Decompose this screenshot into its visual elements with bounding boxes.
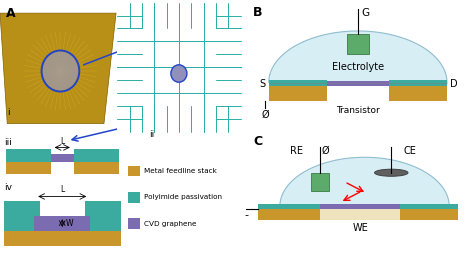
Bar <box>258 204 320 209</box>
Bar <box>91 216 121 231</box>
Bar <box>74 162 118 174</box>
Polygon shape <box>0 13 116 124</box>
Text: Ø: Ø <box>262 110 269 120</box>
Bar <box>269 86 327 100</box>
Bar <box>4 231 121 246</box>
Bar <box>320 204 400 209</box>
Bar <box>4 216 34 231</box>
Text: iii: iii <box>4 138 11 147</box>
Text: Metal feedline stack: Metal feedline stack <box>144 168 217 174</box>
Text: B: B <box>253 7 263 19</box>
Bar <box>327 81 389 86</box>
Bar <box>389 80 447 86</box>
Text: ii: ii <box>149 130 154 139</box>
Bar <box>400 204 458 209</box>
Polygon shape <box>269 31 447 83</box>
Bar <box>51 154 74 162</box>
Bar <box>4 201 40 216</box>
Bar <box>128 218 140 229</box>
Bar <box>84 201 121 216</box>
Bar <box>6 149 51 162</box>
Bar <box>34 216 91 231</box>
Bar <box>258 209 320 220</box>
Bar <box>346 34 369 54</box>
Text: Transistor: Transistor <box>336 106 380 115</box>
Text: L: L <box>60 185 64 194</box>
Circle shape <box>171 65 187 82</box>
Text: CE: CE <box>403 146 417 156</box>
Text: S: S <box>259 79 265 89</box>
Bar <box>128 166 140 176</box>
Text: WE: WE <box>352 223 368 233</box>
Text: A: A <box>6 7 16 19</box>
Text: i: i <box>7 108 10 117</box>
Text: RE: RE <box>290 146 303 156</box>
Bar <box>389 86 447 100</box>
Bar <box>269 80 327 86</box>
Text: L: L <box>60 137 64 146</box>
Text: W: W <box>66 219 73 228</box>
Bar <box>6 162 51 174</box>
Text: D: D <box>450 79 458 89</box>
Bar <box>117 3 240 132</box>
Text: Electrolyte: Electrolyte <box>332 62 384 72</box>
Bar <box>74 149 118 162</box>
Bar <box>320 209 400 220</box>
Ellipse shape <box>374 169 408 176</box>
Bar <box>128 192 140 203</box>
Text: Polyimide passivation: Polyimide passivation <box>144 194 222 200</box>
Text: C: C <box>253 135 262 148</box>
Text: Ø: Ø <box>322 146 329 156</box>
Bar <box>311 173 329 191</box>
Polygon shape <box>280 157 449 206</box>
Circle shape <box>43 52 78 90</box>
Text: -: - <box>245 210 248 220</box>
Bar <box>400 209 458 220</box>
Text: G: G <box>362 8 370 18</box>
Text: CVD graphene: CVD graphene <box>144 221 196 226</box>
Text: iv: iv <box>4 183 12 192</box>
